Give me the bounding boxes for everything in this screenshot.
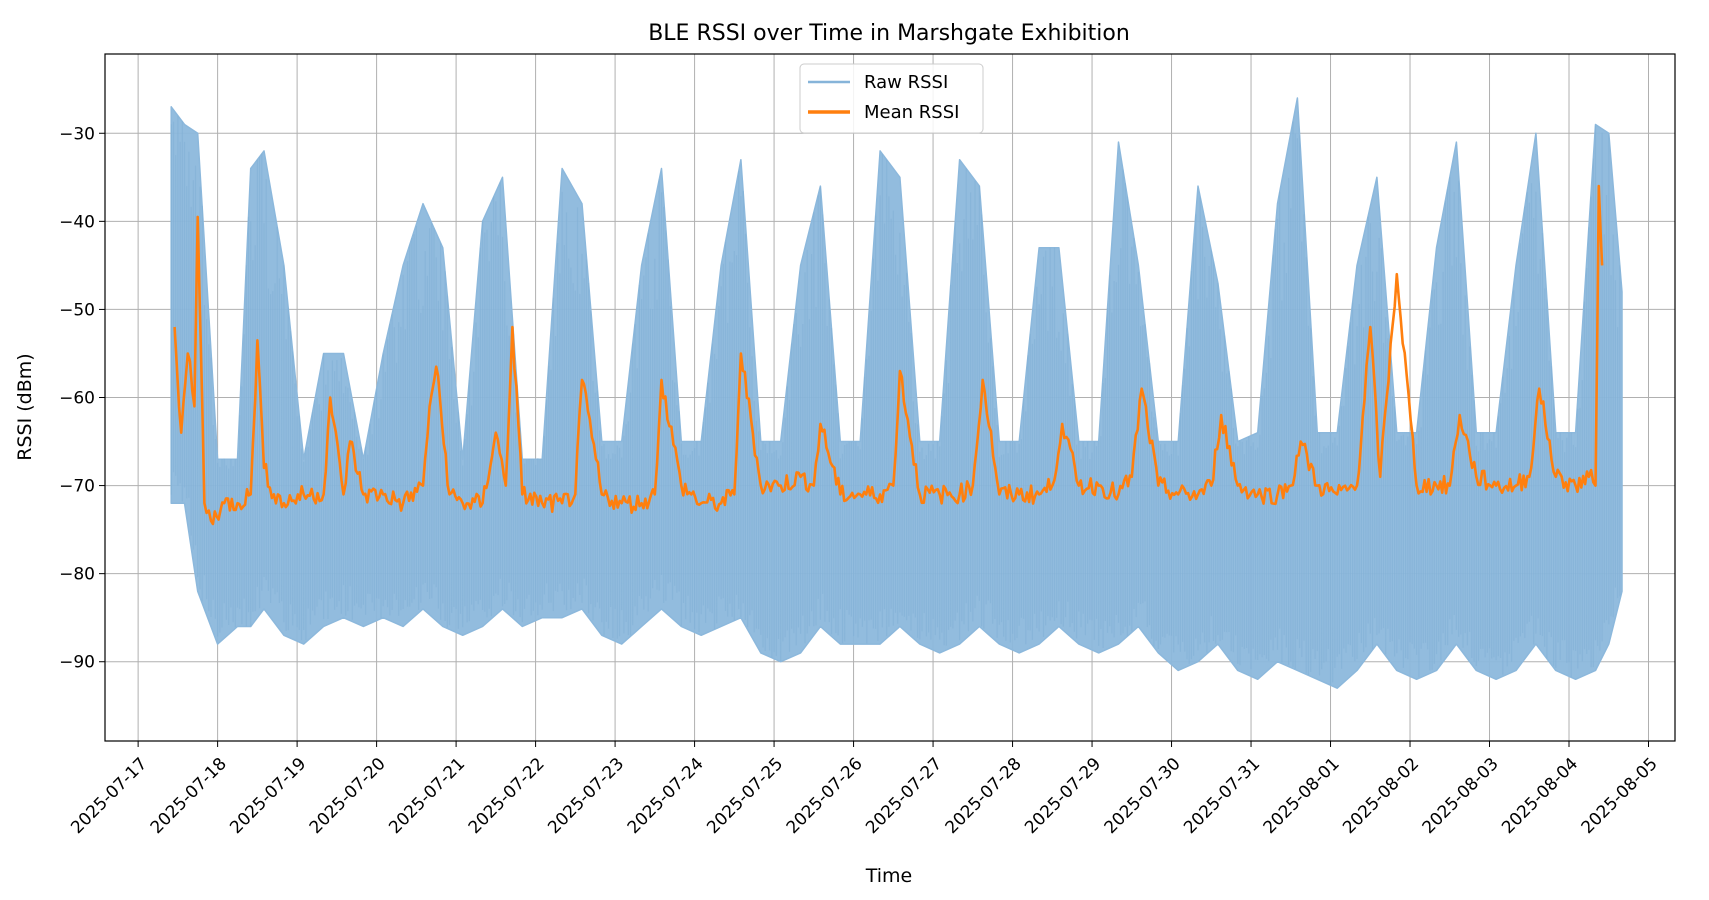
x-tick-label: 2025-07-27 xyxy=(862,754,946,838)
x-tick-label: 2025-07-21 xyxy=(385,754,469,838)
y-tick-label: −70 xyxy=(59,477,95,497)
legend: Raw RSSI Mean RSSI xyxy=(799,63,984,134)
x-tick-label: 2025-08-04 xyxy=(1498,754,1582,838)
y-tick-label: −50 xyxy=(59,300,95,320)
y-axis-title: RSSI (dBm) xyxy=(14,353,36,460)
x-tick-label: 2025-07-22 xyxy=(465,754,549,838)
raw-rssi-series xyxy=(170,97,1623,689)
chart-title: BLE RSSI over Time in Marshgate Exhibiti… xyxy=(648,21,1130,46)
y-tick-label: −90 xyxy=(59,653,95,673)
x-tick-label: 2025-07-20 xyxy=(306,754,390,838)
x-tick-label: 2025-07-23 xyxy=(544,754,628,838)
x-tick-label: 2025-07-31 xyxy=(1180,754,1264,838)
y-tick-label: −80 xyxy=(59,565,95,585)
x-tick-label: 2025-08-01 xyxy=(1260,754,1344,838)
x-tick-label: 2025-07-17 xyxy=(67,754,151,838)
x-tick-label: 2025-07-19 xyxy=(226,754,310,838)
data-layer xyxy=(170,97,1623,689)
x-tick-label: 2025-08-05 xyxy=(1578,754,1662,838)
x-tick-label: 2025-08-03 xyxy=(1419,754,1503,838)
y-tick-label: −30 xyxy=(59,124,95,144)
x-axis-title: Time xyxy=(865,865,913,887)
legend-label-raw-rssi: Raw RSSI xyxy=(864,72,948,93)
y-tick-label: −60 xyxy=(59,389,95,409)
x-tick-label: 2025-07-28 xyxy=(942,754,1026,838)
x-tick-label: 2025-07-18 xyxy=(147,754,231,838)
x-tick-label: 2025-07-25 xyxy=(703,754,787,838)
x-tick-label: 2025-07-29 xyxy=(1021,754,1105,838)
plot-frame xyxy=(104,53,1676,742)
x-tick-label: 2025-08-02 xyxy=(1339,754,1423,838)
mean-rssi-series xyxy=(173,184,1604,526)
legend-label-mean-rssi: Mean RSSI xyxy=(864,102,959,123)
x-tick-label: 2025-07-26 xyxy=(783,754,867,838)
x-tick-label: 2025-07-24 xyxy=(624,754,708,838)
y-tick-label: −40 xyxy=(59,212,95,232)
x-tick-label: 2025-07-30 xyxy=(1101,754,1185,838)
